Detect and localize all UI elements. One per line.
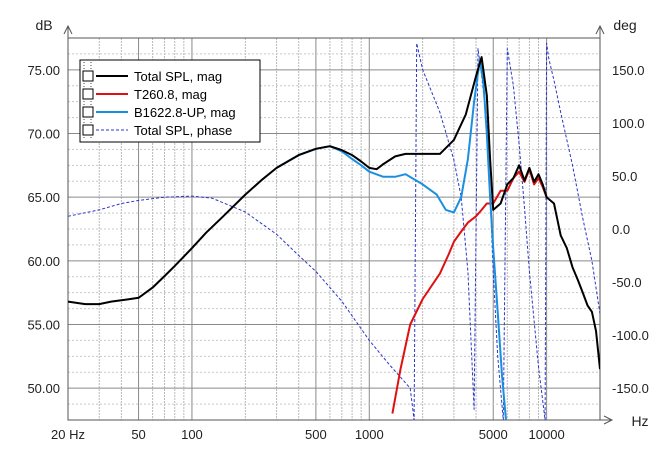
- axis-arrows: [63, 24, 614, 425]
- y-left-tick-labels: 50.00 55.00 60.00 65.00 70.00 75.00: [27, 63, 60, 396]
- left-axis-unit: dB: [35, 17, 52, 33]
- legend-label: B1622.8-UP, mag: [134, 105, 236, 120]
- y-left-tick-label: 60.00: [27, 254, 60, 269]
- x-tick-label: 50: [131, 427, 145, 442]
- y-left-tick-label: 70.00: [27, 127, 60, 142]
- y-right-tick-label: -100.0: [612, 328, 649, 343]
- legend-label: T260.8, mag: [134, 87, 207, 102]
- y-right-tick-labels: 150.0 100.0 50.0 0.0 -50.0 -100.0 -150.0: [612, 63, 649, 396]
- y-right-tick-label: 0.0: [612, 222, 630, 237]
- y-right-tick-label: 150.0: [612, 63, 645, 78]
- series-line-0: [68, 56, 600, 370]
- y-right-tick-label: 50.0: [612, 169, 637, 184]
- y-right-tick-label: -50.0: [612, 275, 642, 290]
- legend-checkbox: [82, 70, 94, 82]
- legend-checkbox: [82, 88, 94, 100]
- y-right-tick-label: -150.0: [612, 381, 649, 396]
- x-tick-label: 20 Hz: [51, 427, 85, 442]
- y-right-tick-label: 100.0: [612, 116, 645, 131]
- y-left-tick-label: 50.00: [27, 381, 60, 396]
- right-axis-unit: deg: [613, 17, 636, 33]
- x-tick-labels: 20 Hz 50 100 500 1000 5000 10000: [51, 427, 565, 442]
- x-tick-label: 10000: [529, 427, 565, 442]
- x-tick-label: 5000: [479, 427, 508, 442]
- x-tick-label: 1000: [355, 427, 384, 442]
- legend-checkbox: [82, 124, 94, 136]
- x-tick-label: 500: [305, 427, 327, 442]
- legend-label: Total SPL, mag: [134, 69, 222, 84]
- series-line-3: [68, 42, 600, 420]
- series-line-2: [276, 58, 507, 420]
- series-layer: [68, 42, 600, 420]
- legend-checkbox: [82, 106, 94, 118]
- legend: Total SPL, mag T260.8, mag B1622.8-UP, mag…: [79, 59, 261, 143]
- y-left-tick-label: 65.00: [27, 190, 60, 205]
- x-tick-label: 100: [181, 427, 203, 442]
- y-left-tick-label: 55.00: [27, 318, 60, 333]
- legend-items: Total SPL, mag T260.8, mag B1622.8-UP, mag…: [82, 69, 236, 138]
- y-left-tick-label: 75.00: [27, 63, 60, 78]
- legend-label: Total SPL, phase: [134, 123, 232, 138]
- x-axis-unit: Hz: [631, 413, 648, 429]
- legend-box: [79, 59, 261, 143]
- plot-frame: [67, 37, 601, 421]
